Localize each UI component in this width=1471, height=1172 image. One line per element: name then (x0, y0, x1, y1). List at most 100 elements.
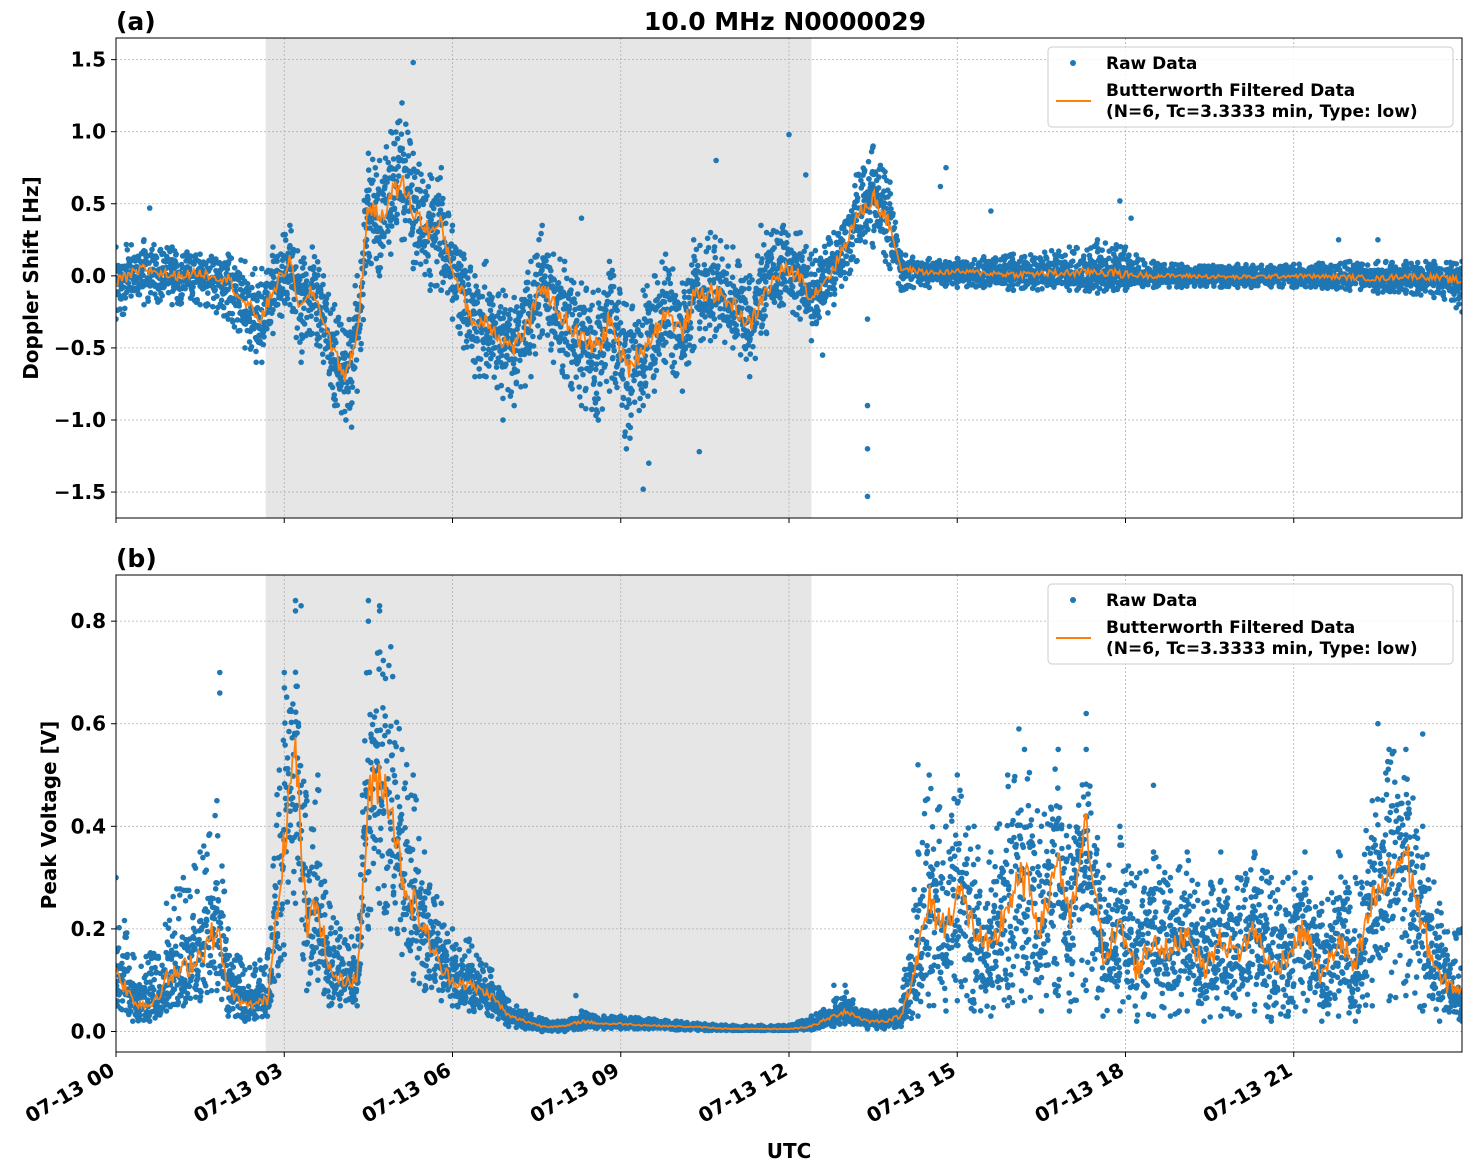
raw-data-point (462, 268, 469, 275)
raw-data-point (514, 326, 520, 333)
raw-data-point (315, 272, 321, 279)
raw-data-point (383, 144, 390, 150)
raw-data-point (827, 240, 834, 246)
raw-data-point (341, 408, 348, 415)
raw-data-point (909, 254, 916, 260)
raw-data-point (622, 429, 628, 435)
raw-data-point (498, 382, 505, 389)
raw-data-point (659, 259, 665, 265)
raw-data-point (583, 405, 589, 412)
raw-data-point (841, 269, 848, 276)
raw-data-point (349, 384, 356, 391)
raw-data-point (417, 188, 424, 194)
raw-data-point (661, 280, 668, 286)
raw-data-point (288, 228, 294, 234)
raw-data-point (404, 173, 411, 179)
raw-data-point (620, 328, 627, 334)
raw-data-point (783, 239, 790, 246)
raw-data-point (574, 317, 580, 324)
raw-data-point (445, 212, 452, 219)
raw-data-point (165, 289, 172, 296)
raw-data-point (543, 257, 549, 264)
raw-data-point (548, 267, 554, 274)
raw-data-point (1102, 240, 1109, 246)
raw-data-point (522, 383, 528, 389)
raw-data-point (218, 297, 225, 304)
raw-data-point (490, 352, 496, 358)
raw-data-point (264, 326, 270, 332)
raw-data-point (862, 239, 868, 245)
raw-data-point (282, 231, 289, 238)
raw-data-point (450, 284, 456, 290)
raw-data-point (692, 257, 698, 264)
raw-data-point (887, 191, 894, 197)
raw-data-point (270, 307, 276, 313)
raw-data-point (626, 347, 632, 354)
raw-data-point (335, 314, 342, 321)
raw-data-point (212, 287, 218, 293)
raw-data-point (390, 173, 397, 179)
raw-data-point (614, 307, 620, 314)
raw-data-point (570, 279, 577, 286)
raw-data-point (178, 300, 185, 307)
raw-data-point (838, 283, 845, 290)
raw-data-point (301, 321, 308, 327)
raw-data-point (625, 353, 631, 360)
raw-data-point (434, 258, 440, 265)
raw-data-point (279, 313, 285, 320)
raw-data-point (1359, 261, 1366, 268)
raw-data-point (661, 299, 668, 305)
raw-data-point (167, 248, 173, 255)
raw-data-point (642, 292, 648, 299)
raw-data-point (380, 243, 386, 250)
raw-data-point (597, 381, 603, 387)
raw-data-point (761, 242, 767, 248)
raw-data-point (649, 323, 655, 329)
raw-data-point (892, 219, 899, 226)
raw-data-point (190, 284, 196, 290)
raw-data-point (843, 253, 850, 259)
raw-data-point (545, 252, 552, 259)
raw-data-point (461, 255, 467, 262)
raw-data-point (430, 212, 436, 218)
raw-data-point (669, 352, 676, 359)
raw-data-point (609, 267, 616, 274)
raw-data-point (758, 330, 764, 336)
raw-data-point (611, 347, 617, 354)
raw-data-point (822, 249, 829, 256)
raw-data-point (477, 356, 484, 363)
raw-data-point (416, 161, 422, 167)
raw-data-point (576, 312, 583, 318)
raw-data-point (1041, 249, 1048, 255)
raw-data-point (319, 351, 326, 358)
raw-data-point (401, 204, 408, 211)
raw-data-point (617, 320, 624, 326)
raw-data-point (440, 279, 446, 286)
raw-data-point (532, 351, 539, 357)
raw-data-point (722, 339, 728, 346)
raw-data-point (381, 231, 387, 237)
raw-data-point (472, 310, 479, 317)
raw-data-point (878, 217, 884, 224)
raw-data-point (128, 293, 134, 299)
raw-data-point (638, 332, 644, 339)
raw-data-point (310, 264, 317, 270)
raw-data-point (244, 281, 251, 287)
raw-data-point (593, 361, 600, 368)
raw-data-point (382, 183, 388, 190)
raw-data-point (499, 352, 505, 359)
raw-data-point (609, 308, 615, 315)
raw-data-point (360, 291, 366, 298)
raw-data-point (122, 295, 129, 301)
raw-data-point (291, 296, 298, 303)
raw-data-point (649, 303, 656, 310)
raw-data-point (331, 392, 338, 398)
raw-data-point (894, 237, 901, 244)
raw-data-point (700, 336, 706, 342)
raw-data-point (425, 253, 431, 259)
raw-data-point (395, 163, 402, 170)
raw-data-point (857, 236, 864, 243)
raw-data-point (586, 318, 593, 325)
raw-data-point (365, 196, 371, 203)
